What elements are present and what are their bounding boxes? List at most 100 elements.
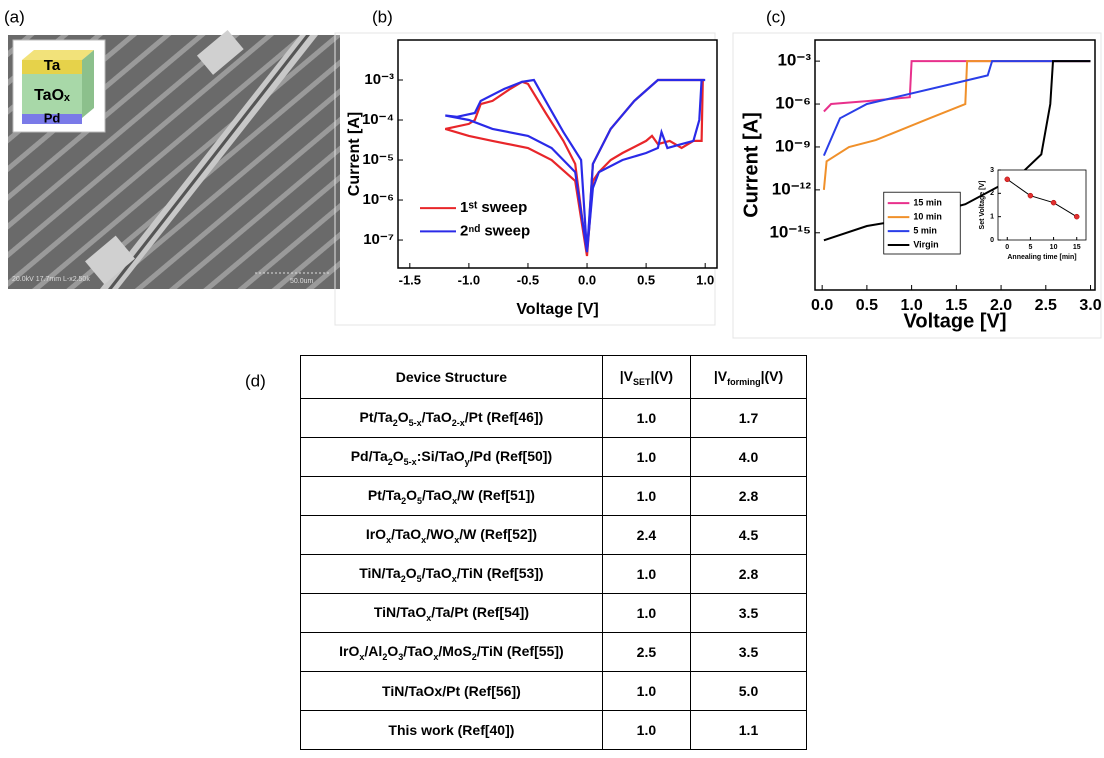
cell: 1.0 xyxy=(601,554,692,594)
subscript: x xyxy=(426,612,432,623)
series-line xyxy=(822,60,1091,156)
legend-label: 5 min xyxy=(913,225,937,235)
x-axis-label: Voltage [V] xyxy=(516,301,598,318)
y-tick-label: 10⁻³ xyxy=(777,51,811,70)
subscript: 2 xyxy=(387,456,393,467)
text-part: O xyxy=(387,642,399,659)
cell: 4.5 xyxy=(690,515,807,555)
subscript: 3 xyxy=(398,651,404,662)
text-part: /Pd (Ref[50]) xyxy=(469,447,553,464)
panel-label: (c) xyxy=(766,7,786,26)
subscript: x xyxy=(454,534,460,545)
text-part: /W (Ref[51]) xyxy=(457,486,535,503)
text-part: O xyxy=(392,447,404,464)
subscript: 2-x xyxy=(451,417,465,428)
cell: TiN/TaOx/Ta/Pt (Ref[54]) xyxy=(300,593,603,633)
cell: 1.7 xyxy=(690,398,807,438)
series-line xyxy=(444,78,704,257)
text-part: /TaO xyxy=(421,564,452,581)
sem-image: Ta TaOₓ Pd 20.0kV 17.7mm L-x2.50k 50.0um xyxy=(8,29,340,289)
header-cell: |Vforming|(V) xyxy=(690,355,807,399)
x-tick-label: -0.5 xyxy=(517,272,539,287)
cell: 2.8 xyxy=(690,554,807,594)
cell: IrOx/Al2O3/TaOx/MoS2/TiN (Ref[55]) xyxy=(300,632,603,672)
series-line xyxy=(1007,178,1077,218)
x-axis-label: Voltage [V] xyxy=(904,310,1007,332)
cell: 5.0 xyxy=(690,671,807,711)
panel-label: (d) xyxy=(245,371,266,390)
cell: 2.8 xyxy=(690,476,807,516)
y-tick-label: 0 xyxy=(990,237,994,244)
y-tick-label: 1 xyxy=(990,214,994,221)
text-part: O xyxy=(406,486,418,503)
table-row: Pt/Ta2O5-x/TaO2-x/Pt (Ref[46]) 1.0 1.7 xyxy=(300,398,807,438)
layer-label: Ta xyxy=(44,57,61,74)
legend-label: 15 min xyxy=(913,198,942,208)
panel-label: (a) xyxy=(4,7,25,26)
text-part: IrO xyxy=(339,642,360,659)
table-row: IrOx/TaOx/WOx/W (Ref[52]) 2.4 4.5 xyxy=(300,515,807,555)
y-axis-label: Set Voltage [V] xyxy=(979,181,986,230)
x-tick-label: 1.0 xyxy=(900,297,922,314)
text-part: IrO xyxy=(365,525,387,542)
x-tick-label: 3.0 xyxy=(1079,297,1101,314)
cell: 2.4 xyxy=(601,515,692,555)
cell: 1.0 xyxy=(601,476,692,516)
legend-label: 2ⁿᵈ sweep xyxy=(460,222,530,239)
series-line xyxy=(445,78,706,253)
point xyxy=(1004,176,1011,183)
point xyxy=(1027,192,1034,199)
text-part: /TaO xyxy=(403,642,434,659)
cell: 1.0 xyxy=(601,437,692,477)
y-tick-label: 10⁻⁶ xyxy=(362,191,394,208)
subscript: x xyxy=(421,534,427,545)
header-cell: |VSET|(V) xyxy=(601,355,692,399)
y-tick-label: 10⁻⁷ xyxy=(363,231,394,248)
y-axis-label: Current [A] xyxy=(740,112,762,218)
x-tick-label: -1.0 xyxy=(458,272,480,287)
subscript: x xyxy=(433,651,439,662)
subscript: x xyxy=(451,573,457,584)
subscript: 2 xyxy=(392,417,398,428)
text-part: |(V) xyxy=(650,367,674,384)
subscript: x xyxy=(359,651,365,662)
plot-frame xyxy=(997,169,1087,241)
table-row: Pd/Ta2O5-x:Si/TaOy/Pd (Ref[50]) 1.0 4.0 xyxy=(300,437,807,477)
x-tick-label: 2.5 xyxy=(1035,297,1057,314)
cell: Pd/Ta2O5-x:Si/TaOy/Pd (Ref[50]) xyxy=(300,437,603,477)
series-line xyxy=(822,60,1091,190)
y-tick-label: 2 xyxy=(990,190,994,197)
text-part: /Al xyxy=(364,642,383,659)
text-part: O xyxy=(397,408,409,425)
y-tick-label: 3 xyxy=(990,167,994,174)
text-part: Pt/Ta xyxy=(359,408,393,425)
table-row: TiN/Ta2O5/TaOx/TiN (Ref[53]) 1.0 2.8 xyxy=(300,554,807,594)
y-axis-label: Current [A] xyxy=(346,112,363,196)
subscript: 2 xyxy=(400,573,406,584)
x-tick-label: 0.5 xyxy=(856,297,878,314)
y-tick-label: 10⁻³ xyxy=(364,71,394,88)
x-tick-label: 10 xyxy=(1050,244,1058,251)
point xyxy=(1050,199,1057,206)
subscript: x xyxy=(452,495,458,506)
y-tick-label: 10⁻¹² xyxy=(772,179,812,198)
text-part: /Pt (Ref[46]) xyxy=(464,408,544,425)
legend-label: 1ˢᵗ sweep xyxy=(460,199,527,216)
x-axis-label: Annealing time [min] xyxy=(1007,254,1076,261)
text-part: TiN/TaOx/Pt (Ref[56]) xyxy=(382,683,521,699)
cell: Pt/Ta2O5-x/TaO2-x/Pt (Ref[46]) xyxy=(300,398,603,438)
cell: 1.1 xyxy=(690,710,807,750)
header-row: Device Structure |VSET|(V) |Vforming|(V) xyxy=(300,355,807,399)
table-row: This work (Ref[40]) 1.0 1.1 xyxy=(300,710,807,750)
x-tick-label: 15 xyxy=(1073,244,1081,251)
chart: -1.5 -1.0 -0.5 0.0 0.5 1.0 10⁻⁷ 10⁻⁶ 10⁻⁵ 10⁻⁴ 10⁻… xyxy=(346,39,718,318)
x-tick-label: 2.0 xyxy=(990,297,1012,314)
point xyxy=(1073,213,1080,220)
subscript: SET xyxy=(632,376,651,387)
text-part: /TaO xyxy=(422,486,453,503)
legend-label: 10 min xyxy=(913,212,942,222)
text-part: /MoS xyxy=(438,642,472,659)
x-tick-label: 1.5 xyxy=(945,297,967,314)
text-part: /Ta/Pt (Ref[54]) xyxy=(431,603,529,620)
